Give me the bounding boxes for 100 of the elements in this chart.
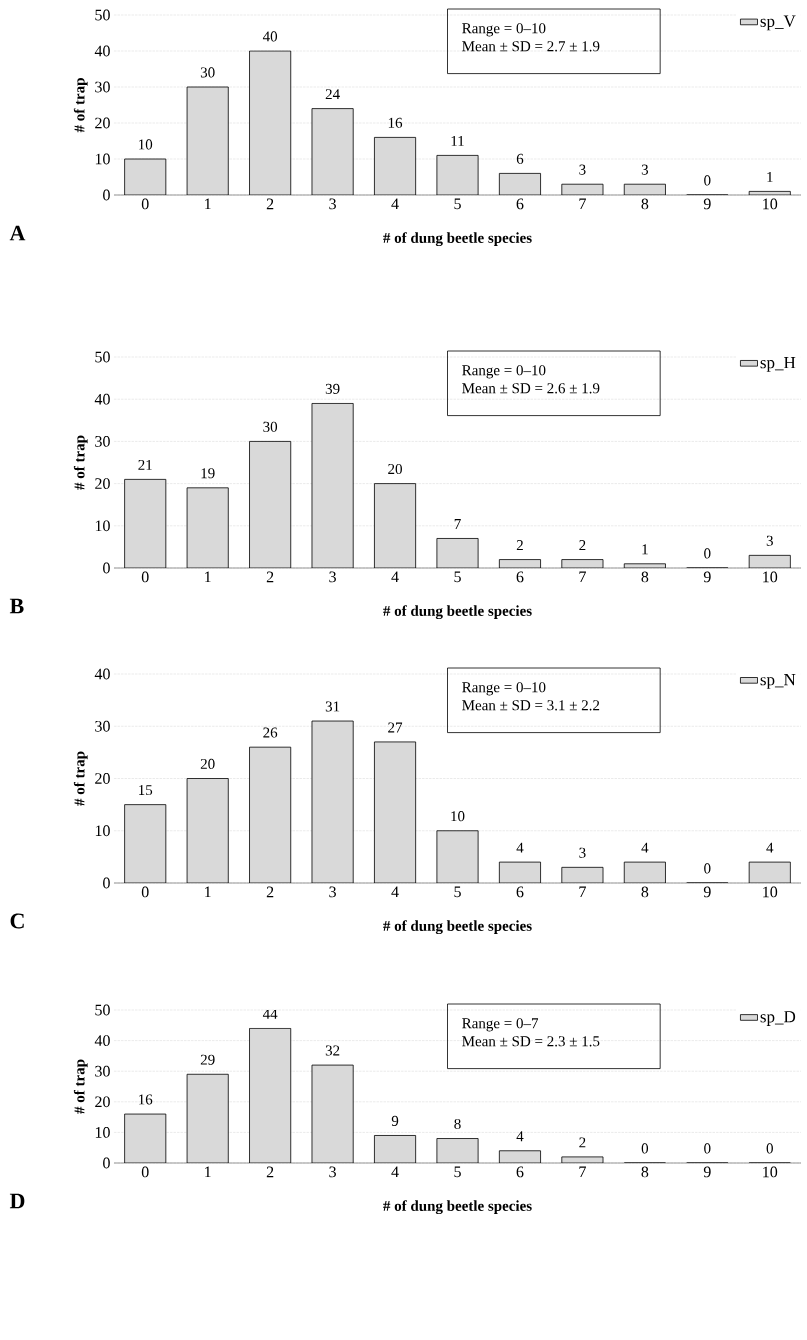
x-tick-label: 8 xyxy=(641,1166,649,1178)
bar xyxy=(249,441,292,569)
data-label: 1 xyxy=(767,171,773,182)
data-label: 30 xyxy=(263,421,278,432)
data-label: 4 xyxy=(516,842,524,853)
x-tick-label: 1 xyxy=(205,198,211,210)
x-tick-label: 1 xyxy=(205,886,211,898)
y-tick-label: 50 xyxy=(95,1004,110,1016)
data-label: 9 xyxy=(391,1115,399,1126)
bar xyxy=(186,1073,229,1164)
x-tick-label: 7 xyxy=(579,886,586,898)
data-label: 3 xyxy=(579,164,586,175)
data-label: 10 xyxy=(139,139,153,150)
y-axis-title: # of trap xyxy=(73,1059,88,1114)
x-tick-label: 4 xyxy=(391,198,399,210)
data-label: 10 xyxy=(451,811,465,822)
data-label: 16 xyxy=(139,1094,153,1105)
x-tick-label: 8 xyxy=(641,886,649,898)
x-tick-label: 2 xyxy=(266,198,274,210)
bar xyxy=(311,403,354,569)
x-tick-label: 6 xyxy=(516,198,524,210)
y-tick-label: 0 xyxy=(103,189,110,201)
annotation: Range = 0–7 xyxy=(462,1018,539,1032)
bar xyxy=(436,538,479,569)
data-label: 20 xyxy=(388,463,402,475)
x-tick-label: 5 xyxy=(454,571,461,583)
bar xyxy=(249,50,292,195)
annotation: Range = 0–10 xyxy=(462,682,546,696)
bar xyxy=(498,173,541,195)
x-tick-label: 3 xyxy=(329,571,336,583)
x-tick-label: 2 xyxy=(266,1166,274,1178)
data-label: 24 xyxy=(325,89,340,100)
data-label: 29 xyxy=(200,1054,215,1065)
x-tick-label: 1 xyxy=(205,571,211,583)
data-label: 3 xyxy=(766,535,773,546)
y-tick-label: 40 xyxy=(94,668,110,680)
x-tick-label: 6 xyxy=(516,571,524,583)
x-tick-label: 0 xyxy=(141,886,149,898)
x-tick-label: 9 xyxy=(703,886,711,898)
x-tick-label: 4 xyxy=(391,571,399,583)
y-tick-label: 50 xyxy=(95,351,110,363)
y-tick-label: 50 xyxy=(95,9,110,21)
y-tick-label: 20 xyxy=(95,117,110,129)
x-tick-label: 9 xyxy=(703,571,711,583)
y-tick-label: 10 xyxy=(95,520,110,532)
y-axis-title: # of trap xyxy=(73,78,88,133)
x-tick-label: 6 xyxy=(516,1166,524,1178)
data-label: 0 xyxy=(641,1143,649,1154)
y-tick-label: 10 xyxy=(95,825,110,837)
x-tick-label: 4 xyxy=(391,1166,399,1178)
annotation: Mean ± SD = 2.7 ± 1.9 xyxy=(462,41,600,52)
y-tick-label: 20 xyxy=(95,478,110,490)
text: D xyxy=(9,1193,25,1209)
y-tick-label: 10 xyxy=(95,1127,110,1138)
x-tick-label: 7 xyxy=(579,571,586,583)
y-tick-label: 30 xyxy=(95,1065,110,1077)
data-label: 0 xyxy=(766,1143,773,1154)
bar xyxy=(186,86,229,195)
data-label: 16 xyxy=(388,117,403,128)
data-label: 26 xyxy=(263,727,278,738)
y-tick-label: 0 xyxy=(103,1157,110,1169)
data-label: 2 xyxy=(516,540,523,551)
data-label: 21 xyxy=(138,459,152,470)
data-label: 0 xyxy=(704,1143,711,1154)
y-tick-label: 10 xyxy=(95,153,110,165)
x-tick-label: 0 xyxy=(141,198,149,210)
y-tick-label: 0 xyxy=(103,877,110,889)
bar xyxy=(311,720,354,884)
x-tick-label: 3 xyxy=(329,886,336,898)
x-tick-label: 2 xyxy=(266,886,274,898)
y-tick-label: 30 xyxy=(95,81,110,93)
x-tick-label: 10 xyxy=(763,571,778,583)
data-label: 11 xyxy=(451,135,464,146)
x-tick-label: 5 xyxy=(454,198,461,210)
bar xyxy=(186,778,229,884)
data-label: 0 xyxy=(704,548,711,559)
x-tick-label: 6 xyxy=(516,886,524,898)
x-tick-label: 3 xyxy=(329,198,336,210)
text: A xyxy=(9,225,26,241)
x-tick-label: 9 xyxy=(703,198,711,210)
x-tick-label: 0 xyxy=(141,1166,149,1178)
x-tick-label: 1 xyxy=(205,1166,211,1178)
data-label: 4 xyxy=(516,1131,524,1142)
text: B xyxy=(9,598,24,614)
bar xyxy=(311,108,354,195)
bar xyxy=(374,1135,417,1164)
y-tick-label: 0 xyxy=(103,562,110,574)
legend-label: sp_V xyxy=(760,15,796,31)
bar xyxy=(249,1027,292,1164)
annotation: Range = 0–10 xyxy=(462,365,546,379)
bar xyxy=(124,158,167,195)
data-label: 0 xyxy=(704,175,711,186)
data-label: 1 xyxy=(642,544,648,555)
data-label: 6 xyxy=(516,153,524,164)
x-tick-label: 10 xyxy=(763,198,778,210)
bar xyxy=(374,741,417,884)
data-label: 39 xyxy=(325,383,340,394)
y-tick-label: 30 xyxy=(95,436,110,447)
bar xyxy=(124,1113,167,1164)
text: C xyxy=(10,913,24,929)
